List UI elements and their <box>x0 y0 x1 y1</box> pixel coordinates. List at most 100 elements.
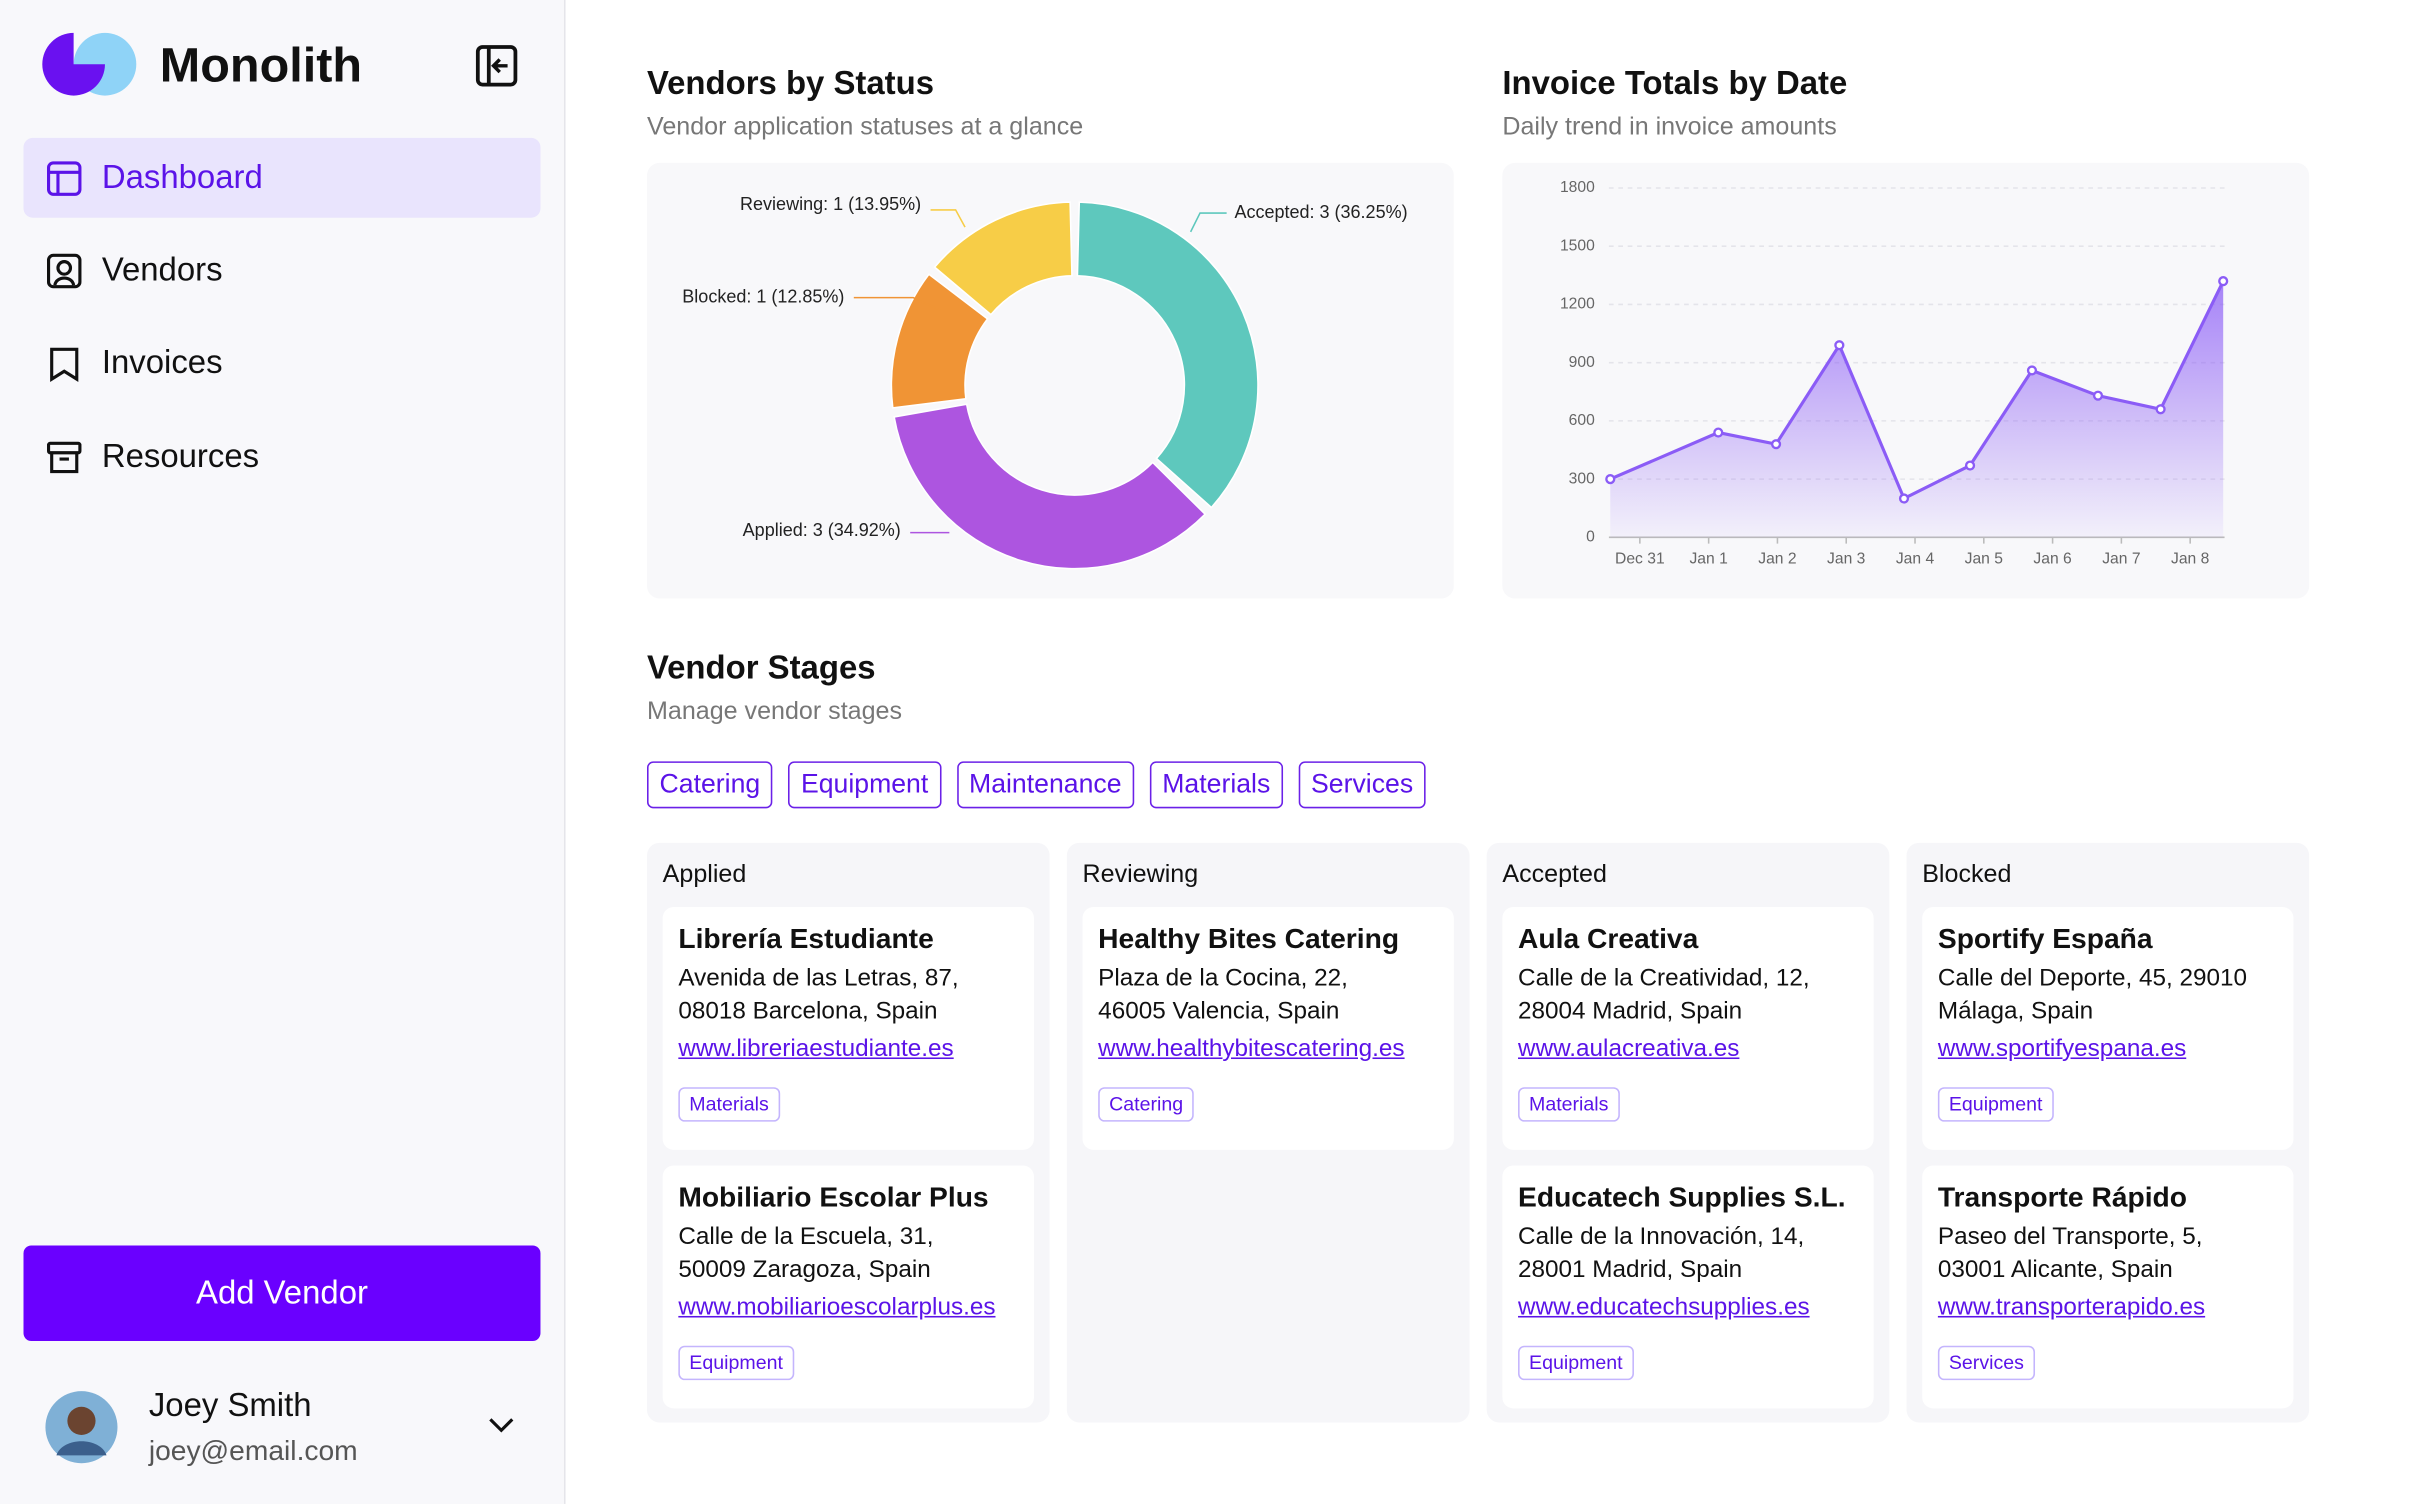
vendor-card[interactable]: Aula Creativa Calle de la Creatividad, 12… <box>1502 907 1874 1150</box>
vendor-tag: Materials <box>1518 1087 1620 1122</box>
x-tick-label: Jan 6 <box>2033 550 2072 567</box>
x-tick-label: Jan 7 <box>2102 550 2140 567</box>
vendor-address: Calle de la Innovación, 14, <box>1518 1223 1805 1251</box>
chart-title: Invoice Totals by Date <box>1502 65 1848 102</box>
filter-chip[interactable]: Maintenance <box>956 761 1135 809</box>
nav-label: Vendors <box>101 251 223 288</box>
vendor-address: 46005 Valencia, Spain <box>1098 997 1340 1025</box>
vendor-card[interactable]: Transporte Rápido Paseo del Transporte, 5… <box>1922 1165 2294 1409</box>
slice-label: Reviewing: 1 (13.95%) <box>740 194 921 214</box>
x-tick-label: Jan 3 <box>1827 550 1866 567</box>
leader-line <box>1189 212 1227 233</box>
vendor-url[interactable]: www.mobiliarioescolarplus.es <box>678 1294 996 1321</box>
vendor-address: Avenida de las Letras, 87, <box>678 965 959 992</box>
pie-slice <box>890 273 989 409</box>
vendor-name: Educatech Supplies S.L. <box>1518 1181 1846 1213</box>
point <box>2026 365 2038 376</box>
vendor-url[interactable]: www.aulacreativa.es <box>1518 1035 1740 1063</box>
nav-dashboard[interactable]: Dashboard <box>23 137 541 218</box>
section-subtitle: Manage vendor stages <box>647 698 903 726</box>
vendor-url[interactable]: www.healthybitescatering.es <box>1098 1035 1405 1063</box>
y-tick-label: 300 <box>1569 470 1595 487</box>
vendor-address: Plaza de la Cocina, 22, <box>1098 965 1348 992</box>
chart-card: Accepted: 3 (36.25%) Applied: 3 (34.92%) B… <box>647 162 1454 599</box>
y-tick-label: 900 <box>1569 354 1595 371</box>
point <box>1898 493 1910 504</box>
avatar <box>45 1391 118 1464</box>
filter-chip[interactable]: Services <box>1298 761 1426 809</box>
chart-subtitle: Vendor application statuses at a glance <box>647 114 1084 141</box>
vendor-card[interactable]: Healthy Bites Catering Plaza de la Cocina… <box>1082 907 1454 1150</box>
vendor-name: Mobiliario Escolar Plus <box>678 1181 989 1213</box>
column-title: Accepted <box>1502 861 1607 889</box>
vendor-address: 28001 Madrid, Spain <box>1518 1256 1743 1284</box>
filter-chip[interactable]: Equipment <box>788 761 941 809</box>
vendor-url[interactable]: www.sportifyespana.es <box>1937 1035 2187 1063</box>
pie-chart: Accepted: 3 (36.25%) Applied: 3 (34.92%) B… <box>682 194 1408 570</box>
vendor-card[interactable]: Sportify España Calle del Deporte, 45, 29… <box>1922 907 2294 1150</box>
point <box>1834 340 1845 351</box>
add-vendor-button[interactable]: Add Vendor <box>23 1245 541 1342</box>
y-tick-label: 0 <box>1586 528 1595 545</box>
vendor-card[interactable]: Educatech Supplies S.L. Calle de la Innov… <box>1502 1165 1874 1409</box>
vendor-address: Calle de la Escuela, 31, <box>678 1223 934 1251</box>
point <box>1605 474 1616 485</box>
filters: Catering Equipment Maintenance Materials Ser… <box>647 761 1441 809</box>
vendor-tag: Catering <box>1098 1087 1195 1122</box>
x-tick-label: Jan 2 <box>1758 550 1796 567</box>
user-menu[interactable] <box>486 1413 517 1438</box>
vendor-address: Paseo del Transporte, 5, <box>1937 1223 2203 1251</box>
y-tick-label: 1500 <box>1560 237 1595 254</box>
nav-invoices[interactable]: Invoices <box>23 323 540 403</box>
brand: Monolith <box>159 37 363 93</box>
vendor-address: Málaga, Spain <box>1937 997 2094 1025</box>
section-title: Vendor Stages <box>647 650 876 687</box>
filter-chip[interactable]: Catering <box>647 761 773 809</box>
vendor-url[interactable]: www.transporterapido.es <box>1937 1294 2206 1321</box>
vendor-name: Transporte Rápido <box>1937 1181 2188 1213</box>
column-title: Blocked <box>1922 861 2012 889</box>
stage-column: Accepted Aula Creativa Calle de la Creativ… <box>1486 842 1890 1423</box>
point <box>1964 460 1976 471</box>
logo <box>42 32 137 96</box>
vendor-address: 28004 Madrid, Spain <box>1518 997 1743 1025</box>
y-tick-label: 1200 <box>1560 296 1595 313</box>
area <box>1610 281 2224 538</box>
x-tick-label: Jan 1 <box>1689 550 1727 567</box>
vendor-tag: Equipment <box>1518 1345 1634 1381</box>
x-tick-label: Jan 5 <box>1965 550 2004 567</box>
point <box>2092 390 2104 401</box>
leader-line <box>930 209 966 228</box>
x-tick-label: Jan 8 <box>2171 550 2210 567</box>
vendor-card[interactable]: Mobiliario Escolar Plus Calle de la Escue… <box>662 1165 1034 1409</box>
point <box>2155 404 2166 415</box>
x-tick-label: Jan 4 <box>1896 550 1935 567</box>
x-tick-label: Dec 31 <box>1615 550 1665 567</box>
stage-column: Applied Librería Estudiante Avenida de las… <box>647 842 1050 1423</box>
slice-label: Applied: 3 (34.92%) <box>743 520 901 540</box>
chart-subtitle: Daily trend in invoice amounts <box>1502 114 1837 141</box>
nav-resources[interactable]: Resources <box>23 417 540 497</box>
vendor-address: 50009 Zaragoza, Spain <box>678 1256 931 1284</box>
vendor-url[interactable]: www.educatechsupplies.es <box>1518 1294 1810 1321</box>
vendor-tag: Equipment <box>1937 1087 2054 1122</box>
pie-slice <box>1076 201 1259 509</box>
chart-card: 0 300 600 900 1200 1500 1800 Dec 31 Jan 1 Jan 2 Ja… <box>1502 162 2310 599</box>
vendor-card[interactable]: Librería Estudiante Avenida de las Letras… <box>662 907 1034 1150</box>
vendor-url[interactable]: www.libreriaestudiante.es <box>678 1035 954 1063</box>
nav-vendors[interactable]: Vendors <box>23 230 540 310</box>
collapse-button[interactable] <box>475 44 519 88</box>
stage-column: Reviewing Healthy Bites Catering Plaza de … <box>1066 842 1470 1423</box>
vendor-address: 03001 Alicante, Spain <box>1937 1256 2173 1284</box>
vendor-address: Calle de la Creatividad, 12, <box>1518 965 1810 992</box>
vendor-tag: Materials <box>678 1087 780 1122</box>
filter-chip[interactable]: Materials <box>1149 761 1283 809</box>
point <box>2218 276 2229 287</box>
column-title: Reviewing <box>1082 861 1199 889</box>
vendor-name: Librería Estudiante <box>678 922 934 955</box>
sidebar: Monolith Dashboard Vendors Invoices Reso… <box>0 0 566 1504</box>
pie-slice <box>933 201 1073 316</box>
point <box>1770 439 1782 450</box>
vendor-address: Calle del Deporte, 45, 29010 <box>1937 965 2248 992</box>
stage-column: Blocked Sportify España Calle del Deporte,… <box>1906 842 2310 1423</box>
